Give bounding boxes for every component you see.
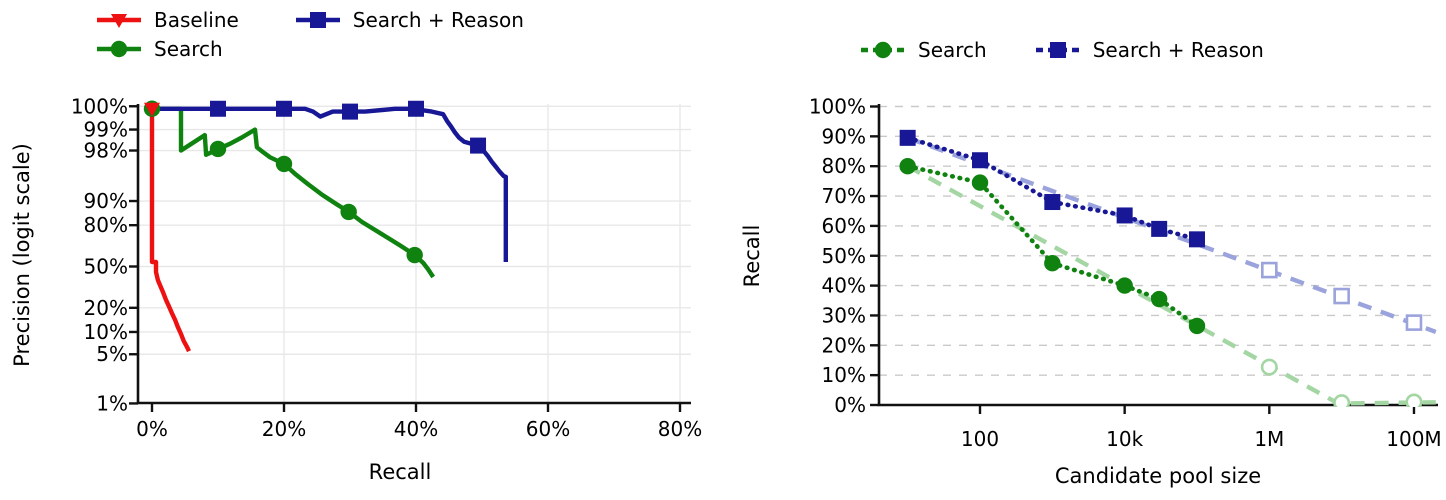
recall-vs-pool-axes: 0% 10% 20% 30% 40% 50% 60% 70% 80% 90% 100% 100 10k 1… <box>809 95 1442 452</box>
svg-text:80%: 80% <box>84 213 128 237</box>
left-x-axis-label: Recall <box>368 460 432 484</box>
right-y-axis-label: Recall <box>740 224 764 288</box>
svg-text:70%: 70% <box>822 184 866 208</box>
svg-text:50%: 50% <box>84 255 128 279</box>
series-markers-search-reason <box>899 129 1205 248</box>
svg-text:80%: 80% <box>658 417 702 441</box>
svg-text:100%: 100% <box>71 94 128 118</box>
recall-vs-pool-grid <box>879 105 1438 376</box>
series-markers-search-reason <box>210 100 487 154</box>
svg-text:60%: 60% <box>526 417 570 441</box>
right-x-axis-label: Candidate pool size <box>1054 464 1262 488</box>
pr-curve-grid <box>138 104 691 403</box>
pr-curve-series <box>143 100 508 353</box>
series-markers-search <box>899 158 1206 335</box>
svg-text:10%: 10% <box>84 320 128 344</box>
legend-item-search-reason: Search + Reason <box>1035 38 1264 62</box>
svg-text:60%: 60% <box>822 214 866 238</box>
legend-item-search: Search <box>860 38 987 62</box>
svg-text:80%: 80% <box>822 154 866 178</box>
legend-right: Search Search + Reason <box>860 38 1264 62</box>
legend-item-search: Search <box>96 37 223 61</box>
svg-text:50%: 50% <box>822 244 866 268</box>
pr-curve-axes: 1%5%10%20%50%80%90%98%99%100%0% 20% 40% 60%… <box>71 94 702 441</box>
circle-legend-marker-icon <box>97 40 141 58</box>
svg-text:10k: 10k <box>1106 427 1143 451</box>
series-markers-search-extrapolated <box>1260 358 1423 407</box>
svg-text:0%: 0% <box>834 393 866 417</box>
svg-text:20%: 20% <box>262 417 306 441</box>
legend-left-row-1: Baseline Search + Reason <box>96 8 524 32</box>
svg-text:1%: 1% <box>96 391 128 415</box>
svg-text:40%: 40% <box>394 417 438 441</box>
svg-text:20%: 20% <box>84 296 128 320</box>
series-line-baseline <box>149 108 191 353</box>
svg-text:99%: 99% <box>84 118 128 142</box>
legend-label: Search <box>154 37 223 61</box>
svg-text:100%: 100% <box>809 95 866 119</box>
svg-text:1M: 1M <box>1254 427 1284 451</box>
circle-legend-marker-icon <box>861 41 905 59</box>
svg-text:10%: 10% <box>822 363 866 387</box>
square-legend-marker-icon <box>295 12 340 28</box>
svg-text:20%: 20% <box>822 333 866 357</box>
pr-curve-chart: 1%5%10%20%50%80%90%98%99%100%0% 20% 40% 60%… <box>71 94 702 441</box>
svg-text:100M: 100M <box>1386 427 1441 451</box>
svg-text:90%: 90% <box>84 189 128 213</box>
series-line-search <box>152 106 436 279</box>
recall-vs-pool-series <box>899 129 1437 407</box>
left-y-axis-label: Precision (logit scale) <box>10 143 34 367</box>
legend-label: Baseline <box>154 8 239 32</box>
series-line-search-reason <box>152 106 508 262</box>
triangle-down-legend-marker-icon <box>97 14 141 28</box>
series-markers-search-reason-extrapolated <box>1261 261 1423 331</box>
legend-item-search-reason: Search + Reason <box>295 8 524 32</box>
svg-text:0%: 0% <box>136 417 168 441</box>
svg-text:98%: 98% <box>84 139 128 163</box>
legend-label: Search + Reason <box>352 8 524 32</box>
series-line-search-trend <box>906 164 1436 406</box>
square-legend-marker-icon <box>1035 42 1080 58</box>
svg-text:5%: 5% <box>96 342 128 366</box>
svg-text:100: 100 <box>961 427 999 451</box>
legend-left-row-2: Search <box>96 37 223 61</box>
legend-item-baseline: Baseline <box>96 8 239 32</box>
svg-text:30%: 30% <box>822 303 866 327</box>
recall-vs-pool-chart: 0% 10% 20% 30% 40% 50% 60% 70% 80% 90% 100% 100 10k 1… <box>809 95 1442 452</box>
series-markers-baseline <box>144 102 160 117</box>
legend-label: Search + Reason <box>1092 38 1264 62</box>
svg-text:40%: 40% <box>822 274 866 298</box>
legend-label: Search <box>918 38 987 62</box>
svg-text:90%: 90% <box>822 124 866 148</box>
